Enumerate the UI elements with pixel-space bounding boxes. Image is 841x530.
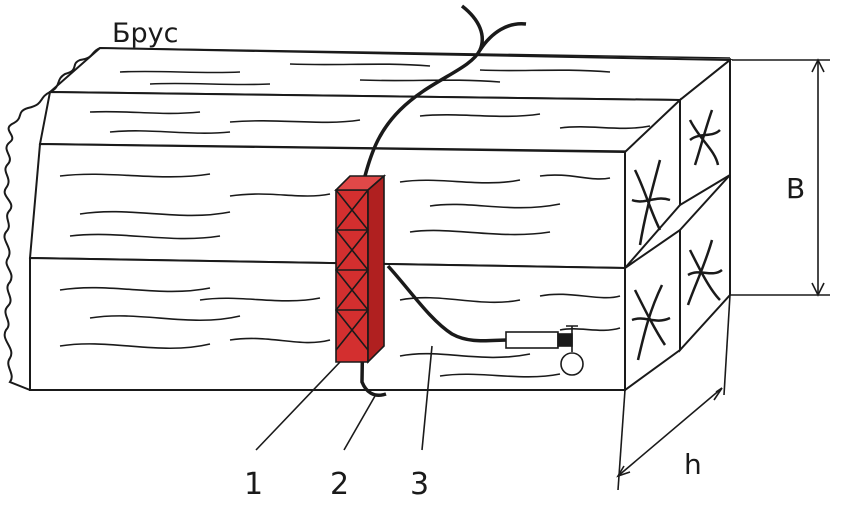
clamp-side: [367, 174, 385, 364]
board-3-front: [29, 256, 626, 391]
diagram-title: Брус: [112, 18, 179, 49]
wood-grain: [59, 63, 651, 378]
wire-top-branch: [478, 22, 527, 51]
dimension-h: [616, 294, 731, 491]
dimension-b: [730, 58, 830, 297]
leader-lines: [255, 345, 433, 451]
dimension-b-label: B: [786, 172, 805, 205]
dimension-h-label: h: [684, 448, 702, 481]
label-2: 2: [330, 467, 349, 502]
end-grain-marks: [631, 109, 723, 361]
leader-2: [343, 395, 376, 451]
title-underline: [99, 47, 731, 59]
leader-3: [421, 345, 433, 451]
end-grain: [624, 57, 731, 392]
label-3: 3: [410, 467, 429, 502]
broken-edge: [3, 47, 101, 391]
wire-3: [386, 264, 509, 343]
board-1-front: [38, 90, 681, 154]
clamp-1: [334, 174, 387, 364]
wire-2: [360, 4, 484, 397]
label-1: 1: [244, 467, 263, 502]
leader-1: [255, 361, 341, 451]
board-2-front: [28, 142, 626, 270]
connector-3: [505, 325, 584, 376]
